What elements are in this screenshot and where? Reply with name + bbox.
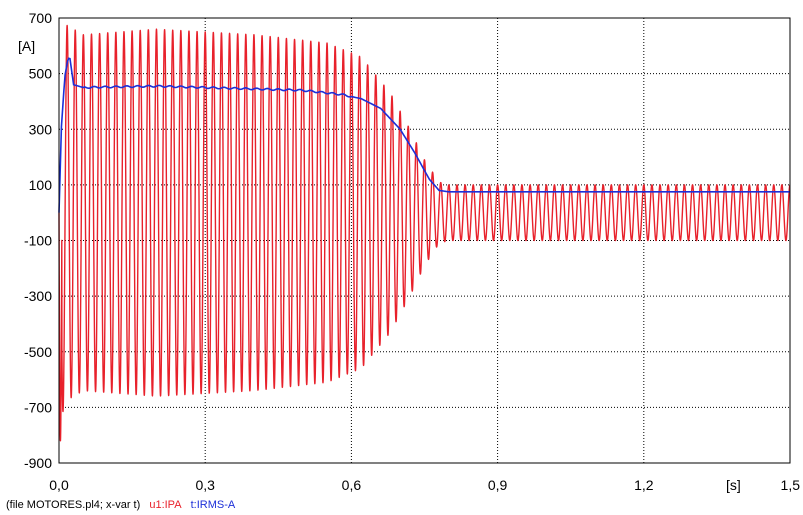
- x-tick-labels: 0,0 0,3 0,6 0,9 1,2 1,5: [49, 477, 800, 493]
- legend-series-1: u1:IPA: [149, 499, 182, 511]
- series-line-t-irms-a: [58, 57, 790, 213]
- x-tick-label: 1,5: [781, 477, 801, 493]
- y-tick-label: -700: [24, 399, 52, 415]
- y-axis-unit-label: [A]: [18, 38, 35, 54]
- y-tick-labels: 700 500 300 100 -100 -300 -500 -700 -900: [24, 10, 52, 471]
- y-tick-label: 700: [29, 10, 53, 26]
- y-tick-label: -100: [24, 233, 52, 249]
- footer-file-info: (file MOTORES.pl4; x-var t): [6, 499, 141, 511]
- series-layer: [58, 24, 791, 442]
- x-tick-label: 0,0: [49, 477, 69, 493]
- footer-legend: (file MOTORES.pl4; x-var t) u1:IPA t:IRM…: [6, 499, 241, 511]
- y-tick-label: 500: [29, 66, 53, 82]
- y-tick-label: -500: [24, 344, 52, 360]
- x-tick-label: 1,2: [634, 477, 654, 493]
- y-tick-label: -300: [24, 288, 52, 304]
- x-axis-unit-label: [s]: [726, 477, 741, 493]
- series-line-u1-ipa: [58, 24, 791, 442]
- x-tick-label: 0,3: [195, 477, 215, 493]
- y-tick-label: -900: [24, 455, 52, 471]
- x-tick-label: 0,6: [342, 477, 362, 493]
- y-tick-label: 300: [29, 121, 53, 137]
- y-tick-label: 100: [29, 177, 53, 193]
- x-tick-label: 0,9: [488, 477, 508, 493]
- legend-series-2: t:IRMS-A: [190, 499, 236, 511]
- plot-border: [58, 17, 791, 464]
